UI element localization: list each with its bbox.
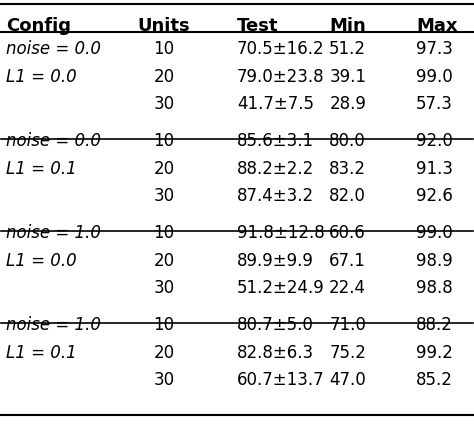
Text: 71.0: 71.0 bbox=[329, 316, 366, 334]
Text: 82.8±6.3: 82.8±6.3 bbox=[237, 344, 314, 361]
Text: 99.0: 99.0 bbox=[416, 224, 453, 242]
Text: 80.7±5.0: 80.7±5.0 bbox=[237, 316, 314, 334]
Text: 91.8±12.8: 91.8±12.8 bbox=[237, 224, 325, 242]
Text: noise = 0.0: noise = 0.0 bbox=[6, 40, 101, 58]
Text: 85.6±3.1: 85.6±3.1 bbox=[237, 132, 314, 150]
Text: 60.6: 60.6 bbox=[329, 224, 366, 242]
Text: 51.2: 51.2 bbox=[329, 40, 366, 58]
Text: Config: Config bbox=[6, 17, 71, 35]
Text: Test: Test bbox=[237, 17, 279, 35]
Text: Units: Units bbox=[137, 17, 190, 35]
Text: 98.8: 98.8 bbox=[416, 279, 453, 297]
Text: 98.9: 98.9 bbox=[416, 251, 453, 270]
Text: Max: Max bbox=[416, 17, 457, 35]
Text: 87.4±3.2: 87.4±3.2 bbox=[237, 187, 314, 205]
Text: 89.9±9.9: 89.9±9.9 bbox=[237, 251, 314, 270]
Text: 85.2: 85.2 bbox=[416, 371, 453, 389]
Text: 75.2: 75.2 bbox=[329, 344, 366, 361]
Text: 22.4: 22.4 bbox=[329, 279, 366, 297]
Text: 57.3: 57.3 bbox=[416, 95, 453, 113]
Text: Min: Min bbox=[329, 17, 366, 35]
Text: 99.2: 99.2 bbox=[416, 344, 453, 361]
Text: 20: 20 bbox=[154, 68, 174, 85]
Text: 10: 10 bbox=[154, 316, 174, 334]
Text: 92.6: 92.6 bbox=[416, 187, 453, 205]
Text: noise = 0.0: noise = 0.0 bbox=[6, 132, 101, 150]
Text: 30: 30 bbox=[154, 279, 174, 297]
Text: 88.2±2.2: 88.2±2.2 bbox=[237, 160, 314, 178]
Text: 82.0: 82.0 bbox=[329, 187, 366, 205]
Text: 51.2±24.9: 51.2±24.9 bbox=[237, 279, 325, 297]
Text: noise = 1.0: noise = 1.0 bbox=[6, 224, 101, 242]
Text: 28.9: 28.9 bbox=[329, 95, 366, 113]
Text: L1 = 0.0: L1 = 0.0 bbox=[6, 251, 77, 270]
Text: 20: 20 bbox=[154, 344, 174, 361]
Text: 60.7±13.7: 60.7±13.7 bbox=[237, 371, 325, 389]
Text: 80.0: 80.0 bbox=[329, 132, 366, 150]
Text: L1 = 0.1: L1 = 0.1 bbox=[6, 344, 77, 361]
Text: 10: 10 bbox=[154, 132, 174, 150]
Text: 99.0: 99.0 bbox=[416, 68, 453, 85]
Text: 92.0: 92.0 bbox=[416, 132, 453, 150]
Text: noise = 1.0: noise = 1.0 bbox=[6, 316, 101, 334]
Text: 79.0±23.8: 79.0±23.8 bbox=[237, 68, 325, 85]
Text: 47.0: 47.0 bbox=[329, 371, 366, 389]
Text: 88.2: 88.2 bbox=[416, 316, 453, 334]
Text: 83.2: 83.2 bbox=[329, 160, 366, 178]
Text: 41.7±7.5: 41.7±7.5 bbox=[237, 95, 314, 113]
Text: 70.5±16.2: 70.5±16.2 bbox=[237, 40, 325, 58]
Text: L1 = 0.0: L1 = 0.0 bbox=[6, 68, 77, 85]
Text: 20: 20 bbox=[154, 251, 174, 270]
Text: 39.1: 39.1 bbox=[329, 68, 366, 85]
Text: 97.3: 97.3 bbox=[416, 40, 453, 58]
Text: 67.1: 67.1 bbox=[329, 251, 366, 270]
Text: 10: 10 bbox=[154, 224, 174, 242]
Text: 10: 10 bbox=[154, 40, 174, 58]
Text: 30: 30 bbox=[154, 95, 174, 113]
Text: 30: 30 bbox=[154, 371, 174, 389]
Text: 20: 20 bbox=[154, 160, 174, 178]
Text: 30: 30 bbox=[154, 187, 174, 205]
Text: 91.3: 91.3 bbox=[416, 160, 453, 178]
Text: L1 = 0.1: L1 = 0.1 bbox=[6, 160, 77, 178]
